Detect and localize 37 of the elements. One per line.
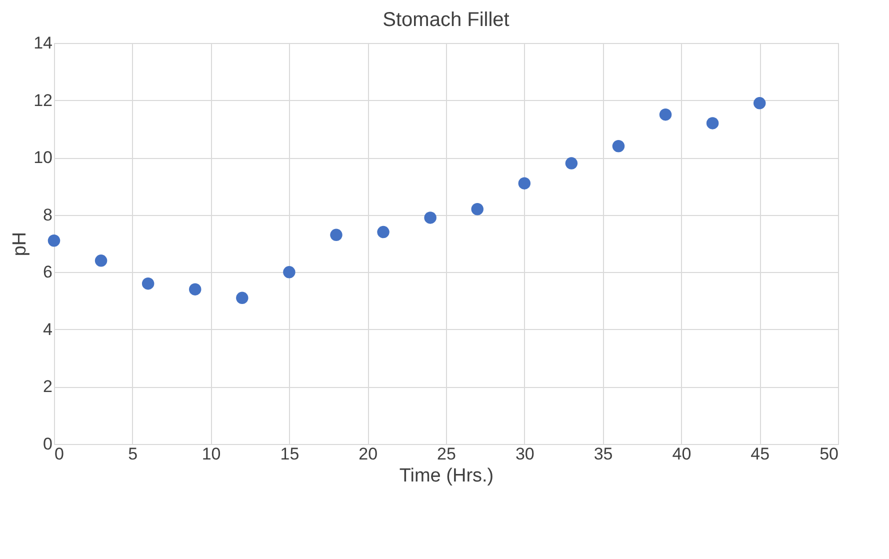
y-axis-title: pH [10, 232, 31, 256]
point [659, 108, 672, 121]
point [283, 266, 296, 278]
x-axis-title: Time (Hrs.) [399, 466, 494, 486]
y-tick-label: 4 [43, 320, 52, 339]
x-tick-label: 0 [54, 444, 64, 464]
point [612, 140, 625, 152]
point [142, 277, 154, 290]
x-tick-label: 35 [594, 444, 613, 464]
point [330, 228, 342, 242]
y-tick-label: 14 [34, 34, 52, 52]
x-tick-label: 50 [820, 444, 838, 464]
x-tick-label: 5 [128, 444, 138, 464]
x-tick-label: 40 [672, 444, 692, 464]
x-tick-label: 10 [202, 444, 221, 464]
point [424, 212, 436, 224]
point [236, 292, 248, 304]
y-tick-label: 6 [43, 262, 52, 282]
y-tick-label: 12 [34, 90, 52, 110]
point [706, 117, 719, 130]
point [471, 203, 484, 216]
x-tick-label: 30 [515, 444, 534, 464]
x-tick-label: 20 [358, 444, 378, 464]
point [188, 283, 202, 296]
y-tick-label: 8 [43, 205, 52, 224]
point [518, 177, 531, 190]
point [753, 97, 766, 110]
y-tick-label: 2 [43, 377, 52, 396]
y-tick-label: 10 [34, 148, 52, 168]
point [377, 226, 390, 238]
chart-title: Stomach Fillet [382, 9, 510, 31]
x-tick-label: 15 [280, 444, 300, 464]
x-tick-label: 45 [750, 444, 770, 464]
point [94, 254, 108, 267]
x-tick-label: 25 [437, 444, 456, 464]
point [48, 234, 60, 247]
point [565, 157, 578, 170]
